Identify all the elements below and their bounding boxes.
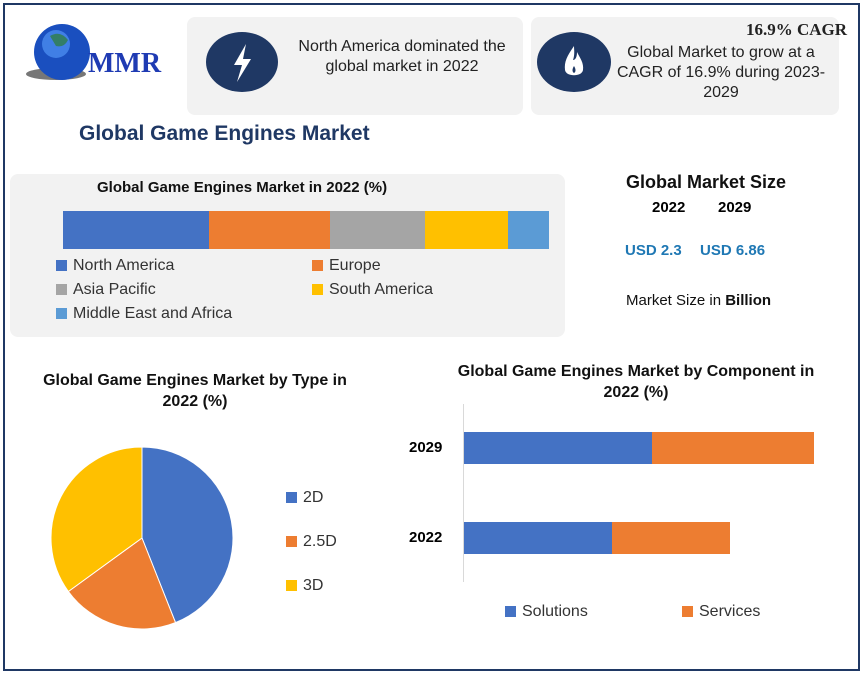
legend-label: Asia Pacific — [73, 281, 156, 298]
legend-swatch — [56, 308, 67, 319]
infographic-frame — [3, 3, 860, 671]
regional-chart-panel — [10, 174, 565, 337]
legend-item: Services — [682, 602, 760, 621]
legend-label: Europe — [329, 257, 381, 274]
pie-slice-2-5D — [67, 537, 177, 630]
year-2022: 2022 — [652, 199, 686, 216]
legend-label: 2.5D — [303, 533, 337, 550]
pie-slice-3D — [50, 446, 143, 593]
bar-segment-asia-pacific — [330, 211, 426, 249]
bar-services-2022 — [612, 522, 730, 554]
insight-card-north-america: North America dominated the global marke… — [187, 17, 523, 115]
type-pie-chart — [50, 446, 234, 630]
mmr-logo: MMR — [14, 16, 174, 86]
category-label: 2022 — [409, 529, 443, 546]
bar-segment-north-america — [63, 211, 209, 249]
flame-icon — [537, 32, 611, 92]
page-title: Global Game Engines Market — [79, 122, 370, 145]
bar-segment-south-america — [425, 211, 508, 249]
cagr-headline: 16.9% CAGR — [746, 20, 848, 39]
legend-item: South America — [312, 280, 433, 299]
logo-text: MMR — [88, 48, 162, 79]
component-chart-title: Global Game Engines Market by Component … — [457, 363, 815, 401]
regional-stacked-bar — [63, 211, 549, 249]
value-2022: USD 2.3 — [625, 242, 682, 259]
legend-item: Asia Pacific — [56, 280, 156, 299]
legend-label: 3D — [303, 577, 324, 594]
legend-label: 2D — [303, 489, 324, 506]
legend-swatch — [56, 260, 67, 271]
legend-label: Services — [699, 603, 761, 620]
bar-services-2029 — [651, 432, 814, 464]
value-axis-line — [463, 404, 464, 582]
note-unit: Billion — [725, 292, 772, 309]
legend-swatch — [682, 606, 693, 617]
market-size-note: Market Size in Billion — [626, 292, 771, 310]
legend-label: South America — [329, 281, 434, 298]
bar-segment-middle-east-and-africa — [507, 211, 549, 249]
legend-item: Middle East and Africa — [56, 304, 232, 323]
legend-swatch — [286, 580, 297, 591]
globe-icon — [26, 24, 90, 80]
legend-label: Solutions — [522, 603, 588, 620]
legend-swatch — [286, 492, 297, 503]
bar-solutions-2029 — [464, 432, 652, 464]
market-size-heading: Global Market Size — [626, 172, 787, 192]
legend-swatch — [312, 260, 323, 271]
pie-slice-2D — [141, 446, 234, 624]
legend-item: 2.5D — [286, 532, 337, 551]
legend-item: Europe — [312, 256, 381, 275]
component-bar-2029 — [464, 432, 814, 464]
note-prefix: Market Size in — [626, 292, 726, 309]
regional-chart-title: Global Game Engines Market in 2022 (%) — [97, 179, 388, 196]
lightning-icon — [206, 32, 278, 92]
bar-segment-europe — [208, 211, 331, 249]
legend-item: 2D — [286, 488, 323, 507]
cagr-text: Global Market to grow at a CAGR of 16.9%… — [616, 44, 826, 101]
category-label: 2029 — [409, 439, 443, 456]
legend-label: Middle East and Africa — [73, 305, 233, 322]
legend-swatch — [312, 284, 323, 295]
legend-item: Solutions — [505, 602, 588, 621]
insight-card-cagr: 16.9% CAGR Global Market to grow at a CA… — [531, 17, 847, 115]
bar-solutions-2022 — [464, 522, 613, 554]
legend-item: 3D — [286, 576, 323, 595]
type-chart-title: Global Game Engines Market by Type in 20… — [43, 372, 347, 410]
insight-text: North America dominated the global marke… — [298, 38, 506, 75]
legend-swatch — [56, 284, 67, 295]
value-2029: USD 6.86 — [700, 242, 766, 259]
legend-item: North America — [56, 256, 174, 275]
legend-swatch — [286, 536, 297, 547]
legend-swatch — [505, 606, 516, 617]
year-2029: 2029 — [718, 199, 752, 216]
component-bar-2022 — [464, 522, 730, 554]
legend-label: North America — [73, 257, 175, 274]
